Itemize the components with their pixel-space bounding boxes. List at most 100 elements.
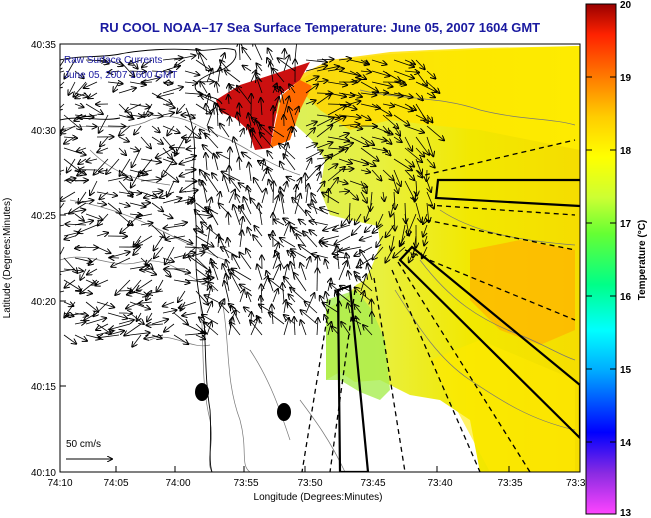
current-vector bbox=[180, 158, 197, 164]
current-vector bbox=[341, 322, 351, 336]
current-vector bbox=[85, 301, 98, 312]
current-vector bbox=[184, 82, 197, 83]
current-vector bbox=[254, 226, 263, 237]
current-vector bbox=[335, 235, 351, 244]
current-vector bbox=[426, 136, 433, 156]
y-tick: 40:35 bbox=[31, 40, 56, 51]
current-vector bbox=[349, 79, 361, 82]
current-vector bbox=[178, 290, 186, 302]
current-vector bbox=[184, 190, 198, 192]
current-vector bbox=[355, 276, 373, 292]
current-vector bbox=[99, 170, 109, 172]
current-vector bbox=[427, 180, 431, 192]
current-vector bbox=[216, 82, 218, 94]
current-vector bbox=[74, 334, 87, 341]
current-vector bbox=[219, 303, 230, 314]
current-vector bbox=[382, 125, 389, 133]
current-vector bbox=[120, 224, 131, 233]
current-vector bbox=[173, 56, 196, 61]
current-vector bbox=[289, 294, 296, 303]
current-vector bbox=[371, 148, 387, 151]
current-vector bbox=[409, 246, 417, 262]
current-vector bbox=[284, 300, 286, 314]
current-vector bbox=[118, 192, 133, 194]
current-vector bbox=[393, 70, 414, 78]
current-vector bbox=[164, 323, 175, 332]
current-vector bbox=[127, 291, 142, 295]
current-vector bbox=[280, 87, 285, 105]
current-vector bbox=[204, 322, 219, 336]
current-vector bbox=[212, 173, 219, 182]
current-vector bbox=[65, 224, 87, 225]
current-vector bbox=[415, 59, 425, 69]
colorbar-tick: 18 bbox=[620, 146, 632, 157]
current-vector bbox=[300, 263, 307, 281]
current-vector bbox=[184, 280, 207, 282]
current-vector bbox=[383, 191, 384, 201]
current-vector bbox=[335, 290, 351, 303]
current-vector bbox=[85, 126, 97, 127]
current-vector bbox=[332, 327, 340, 336]
current-vector bbox=[371, 59, 387, 64]
colorbar-tick: 19 bbox=[620, 73, 632, 84]
current-vector bbox=[199, 53, 208, 72]
current-vector bbox=[261, 189, 266, 204]
current-vector bbox=[233, 205, 241, 226]
current-vector bbox=[303, 231, 318, 248]
current-vector bbox=[305, 257, 310, 270]
current-vector bbox=[349, 202, 350, 223]
current-vector bbox=[237, 113, 240, 127]
x-tick: 73:35 bbox=[497, 478, 522, 489]
current-vector bbox=[360, 274, 366, 292]
current-vector bbox=[184, 115, 195, 118]
current-vector bbox=[162, 214, 173, 218]
current-vector bbox=[371, 70, 389, 76]
current-vector bbox=[129, 202, 146, 207]
current-vector bbox=[371, 137, 387, 141]
current-vector bbox=[63, 269, 83, 271]
current-vector bbox=[167, 125, 175, 135]
current-vector bbox=[360, 170, 370, 172]
current-vector bbox=[107, 331, 124, 336]
current-vector bbox=[269, 313, 285, 325]
current-vector bbox=[360, 93, 376, 95]
current-vector bbox=[317, 318, 318, 336]
current-vector bbox=[209, 209, 219, 226]
current-vector bbox=[134, 125, 142, 135]
current-vector bbox=[77, 169, 87, 176]
current-vector bbox=[373, 246, 384, 259]
current-vector bbox=[96, 246, 111, 253]
current-vector bbox=[228, 190, 235, 204]
current-vector bbox=[129, 148, 139, 151]
current-vector bbox=[290, 288, 307, 303]
current-vector bbox=[85, 103, 103, 114]
current-vector bbox=[363, 325, 373, 336]
current-vector bbox=[162, 113, 174, 115]
current-vector bbox=[129, 115, 142, 117]
current-vector bbox=[90, 180, 98, 195]
current-vector bbox=[316, 182, 325, 193]
current-vector bbox=[393, 169, 401, 186]
current-vector bbox=[218, 67, 220, 83]
current-vector bbox=[86, 159, 98, 162]
current-vector bbox=[305, 159, 311, 171]
current-vector bbox=[96, 60, 109, 64]
plot-frame bbox=[59, 43, 581, 473]
current-vector bbox=[110, 323, 131, 329]
current-vector bbox=[407, 213, 417, 235]
current-vector bbox=[393, 103, 413, 111]
current-vector bbox=[162, 66, 180, 72]
current-vector bbox=[232, 269, 252, 281]
current-vector bbox=[100, 136, 109, 146]
current-vector bbox=[67, 158, 76, 172]
current-vector bbox=[339, 246, 362, 251]
current-vector bbox=[140, 114, 152, 115]
current-vector bbox=[287, 303, 296, 314]
current-vector bbox=[226, 260, 229, 270]
map-plot-area: 50 cm/s Raw Surface Currents June 05, 20… bbox=[60, 44, 580, 472]
current-vector bbox=[422, 246, 428, 258]
current-vector bbox=[280, 192, 285, 215]
current-vector bbox=[107, 59, 123, 66]
current-vector bbox=[254, 178, 263, 193]
current-vector bbox=[386, 224, 395, 237]
